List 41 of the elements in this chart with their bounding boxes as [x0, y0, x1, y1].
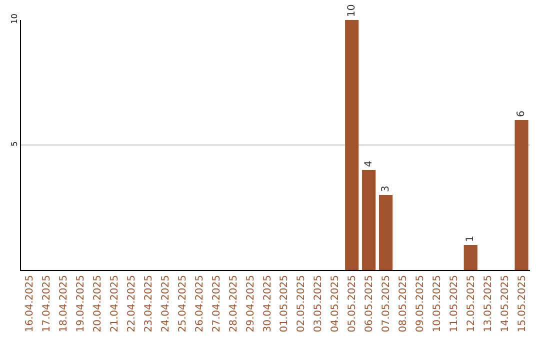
x-tick-label: 23.04.2025 — [144, 275, 154, 332]
x-tick-label: 09.05.2025 — [414, 275, 426, 332]
data-label: 6 — [516, 110, 528, 117]
x-tick-label: 07.05.2025 — [381, 275, 392, 332]
x-tick-label: 10.05.2025 — [432, 275, 443, 332]
x-tick-label: 30.04.2025 — [262, 275, 274, 332]
x-tick-label: 08.05.2025 — [398, 275, 409, 332]
data-label: 10 — [346, 4, 358, 17]
bar — [514, 120, 528, 270]
x-tick-label: 24.04.2025 — [160, 275, 172, 332]
x-tick-label: 28.04.2025 — [228, 275, 240, 332]
bar — [464, 245, 478, 270]
x-tick-label: 03.05.2025 — [313, 275, 324, 332]
x-tick-label: 27.04.2025 — [211, 275, 222, 332]
x-tick-label: 06.05.2025 — [364, 275, 376, 332]
x-tick-label: 04.05.2025 — [330, 275, 342, 332]
x-tick-label: 29.04.2025 — [245, 275, 256, 332]
bar — [345, 20, 359, 270]
bar — [362, 170, 376, 270]
x-tick-label: 11.05.2025 — [448, 275, 460, 332]
x-tick-label: 13.05.2025 — [482, 275, 494, 332]
data-label: 4 — [363, 160, 374, 167]
x-tick-label: 20.04.2025 — [92, 275, 104, 332]
x-tick-label: 19.04.2025 — [76, 275, 87, 332]
x-tick-label: 18.04.2025 — [58, 275, 70, 332]
x-tick-label: 25.04.2025 — [177, 275, 188, 332]
x-tick-label: 22.04.2025 — [126, 275, 138, 332]
y-tick-label: 5 — [10, 141, 19, 146]
data-label: 3 — [380, 186, 392, 192]
bar — [379, 195, 393, 270]
x-tick-label: 14.05.2025 — [500, 275, 511, 332]
x-tick-label: 15.05.2025 — [516, 275, 528, 332]
x-tick-label: 02.05.2025 — [296, 275, 308, 332]
x-tick-label: 05.05.2025 — [347, 275, 358, 332]
x-tick-label: 16.04.2025 — [24, 275, 36, 332]
x-tick-label: 26.04.2025 — [194, 275, 206, 332]
x-tick-label: 12.05.2025 — [466, 275, 477, 332]
data-label: 1 — [465, 236, 476, 242]
x-tick-label: 01.05.2025 — [279, 275, 290, 332]
x-tick-label: 21.04.2025 — [110, 275, 121, 332]
x-tick-label: 17.04.2025 — [42, 275, 53, 332]
